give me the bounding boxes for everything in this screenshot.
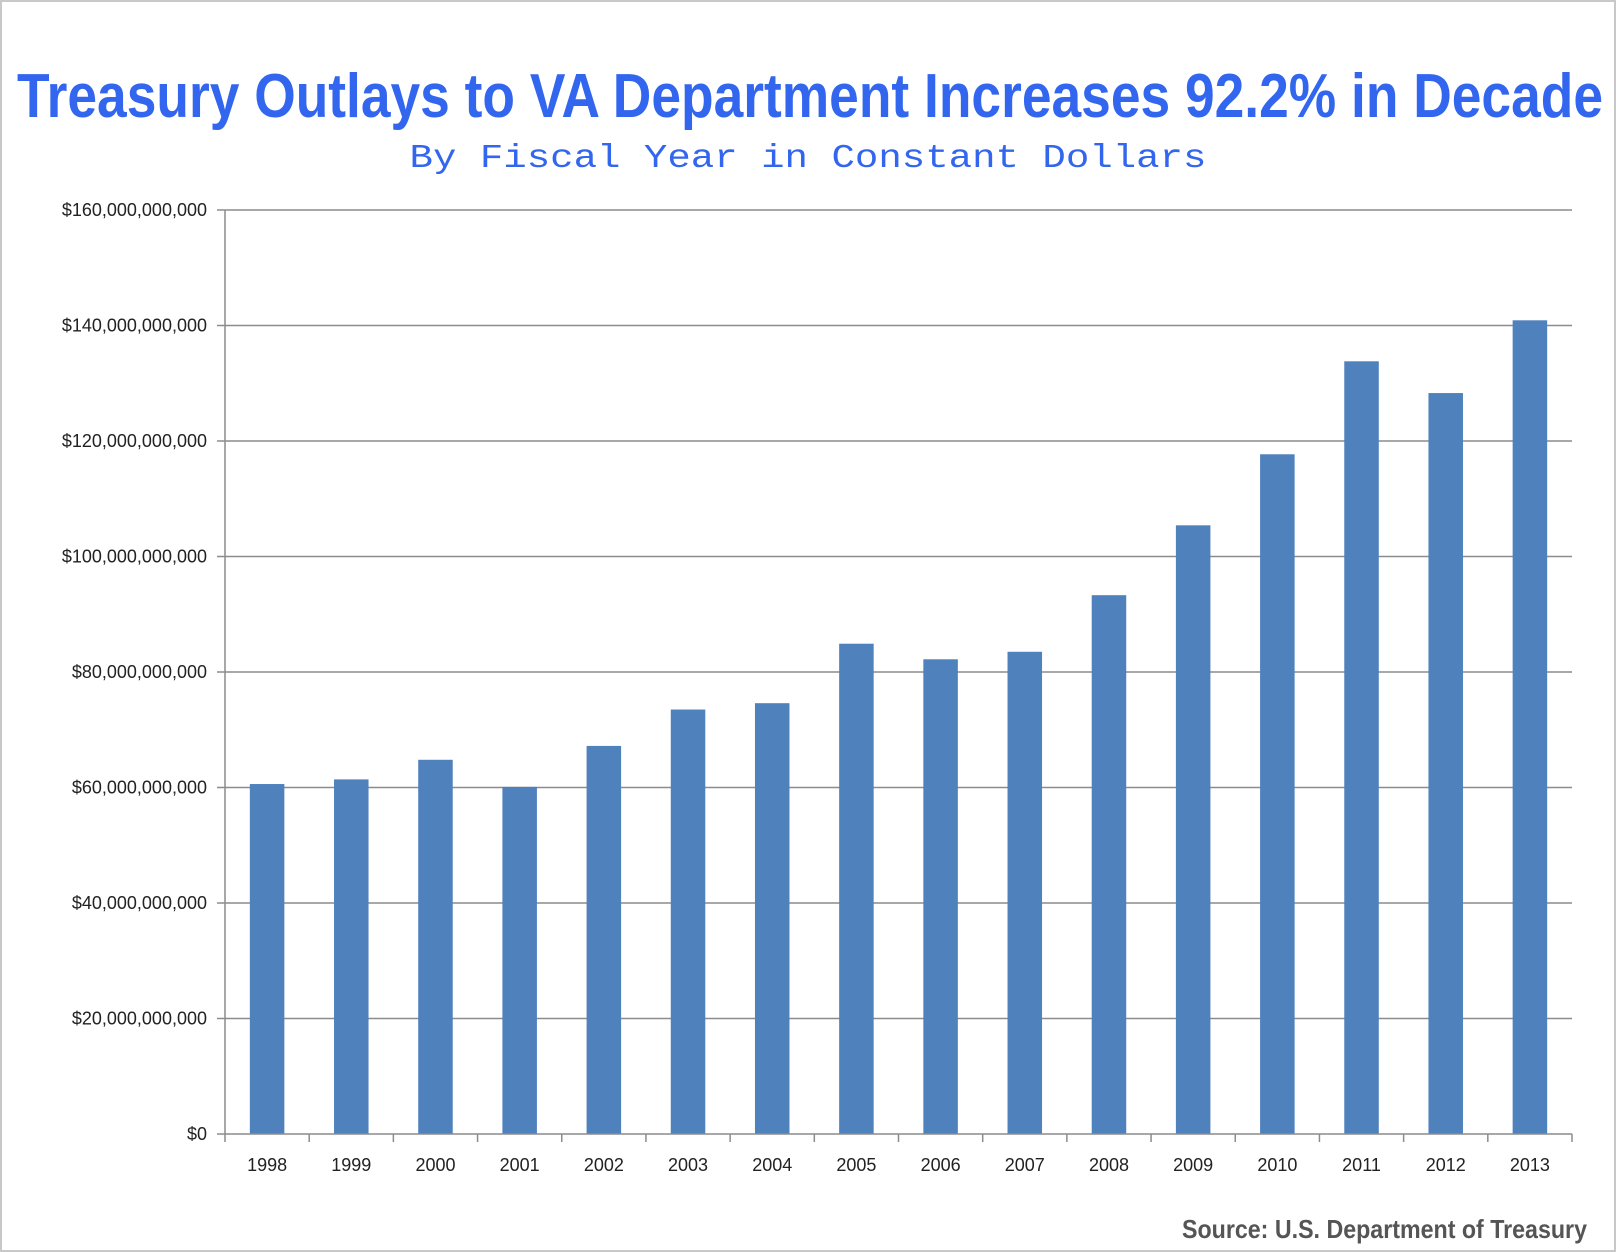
bar-1998	[249, 784, 285, 1134]
x-tick-label: 2003	[668, 1155, 708, 1175]
x-tick-label: 2010	[1257, 1155, 1297, 1175]
bar-2012	[1428, 393, 1463, 1134]
y-tick-label: $80,000,000,000	[72, 662, 207, 682]
y-tick-label: $160,000,000,000	[62, 200, 207, 220]
bar-2004	[754, 703, 790, 1134]
x-tick-label: 1999	[331, 1155, 371, 1175]
bar-2001	[502, 786, 537, 1134]
bar-2006	[923, 659, 958, 1134]
x-tick-label: 2008	[1089, 1155, 1129, 1175]
source-note: Source: U.S. Department of Treasury	[1182, 1214, 1587, 1244]
bar-2013	[1512, 320, 1548, 1134]
bar-2010	[1260, 454, 1295, 1135]
bar-2000	[418, 759, 453, 1134]
chart-title: Treasury Outlays to VA Department Increa…	[17, 62, 1603, 131]
x-tick-label: 2005	[836, 1155, 876, 1175]
x-tick-label: 2013	[1510, 1155, 1550, 1175]
y-tick-label: $0	[187, 1124, 207, 1144]
bar-2008	[1091, 595, 1127, 1134]
x-tick-label: 1998	[247, 1155, 287, 1175]
x-tick-label: 2002	[584, 1155, 624, 1175]
x-tick-label: 2012	[1426, 1155, 1466, 1175]
x-tick-label: 2011	[1342, 1155, 1381, 1175]
bar-2002	[586, 745, 622, 1134]
y-tick-label: $120,000,000,000	[62, 431, 207, 451]
bar-2009	[1175, 525, 1211, 1134]
y-tick-label: $20,000,000,000	[72, 1009, 207, 1029]
bars	[249, 320, 1548, 1135]
bar-2003	[670, 709, 706, 1134]
y-tick-label: $60,000,000,000	[72, 778, 207, 798]
bar-2011	[1344, 361, 1379, 1134]
y-tick-label: $40,000,000,000	[72, 893, 207, 913]
x-tick-label: 2004	[752, 1155, 792, 1175]
bar-2005	[839, 643, 874, 1134]
x-tick-label: 2001	[500, 1155, 540, 1175]
x-tick-label: 2000	[415, 1155, 455, 1175]
chart-subtitle: By Fiscal Year in Constant Dollars	[410, 140, 1207, 177]
axes: $0 $20,000,000,000 $40,000,000,000 $60,000,…	[62, 200, 1573, 1175]
x-tick-label: 2009	[1173, 1155, 1213, 1175]
bar-2007	[1007, 651, 1043, 1134]
y-tick-label: $140,000,000,000	[62, 316, 207, 336]
bar-1999	[334, 779, 369, 1134]
x-tick-label: 2007	[1005, 1155, 1045, 1175]
y-tick-label: $100,000,000,000	[62, 547, 207, 567]
x-tick-label: 2006	[921, 1155, 961, 1175]
